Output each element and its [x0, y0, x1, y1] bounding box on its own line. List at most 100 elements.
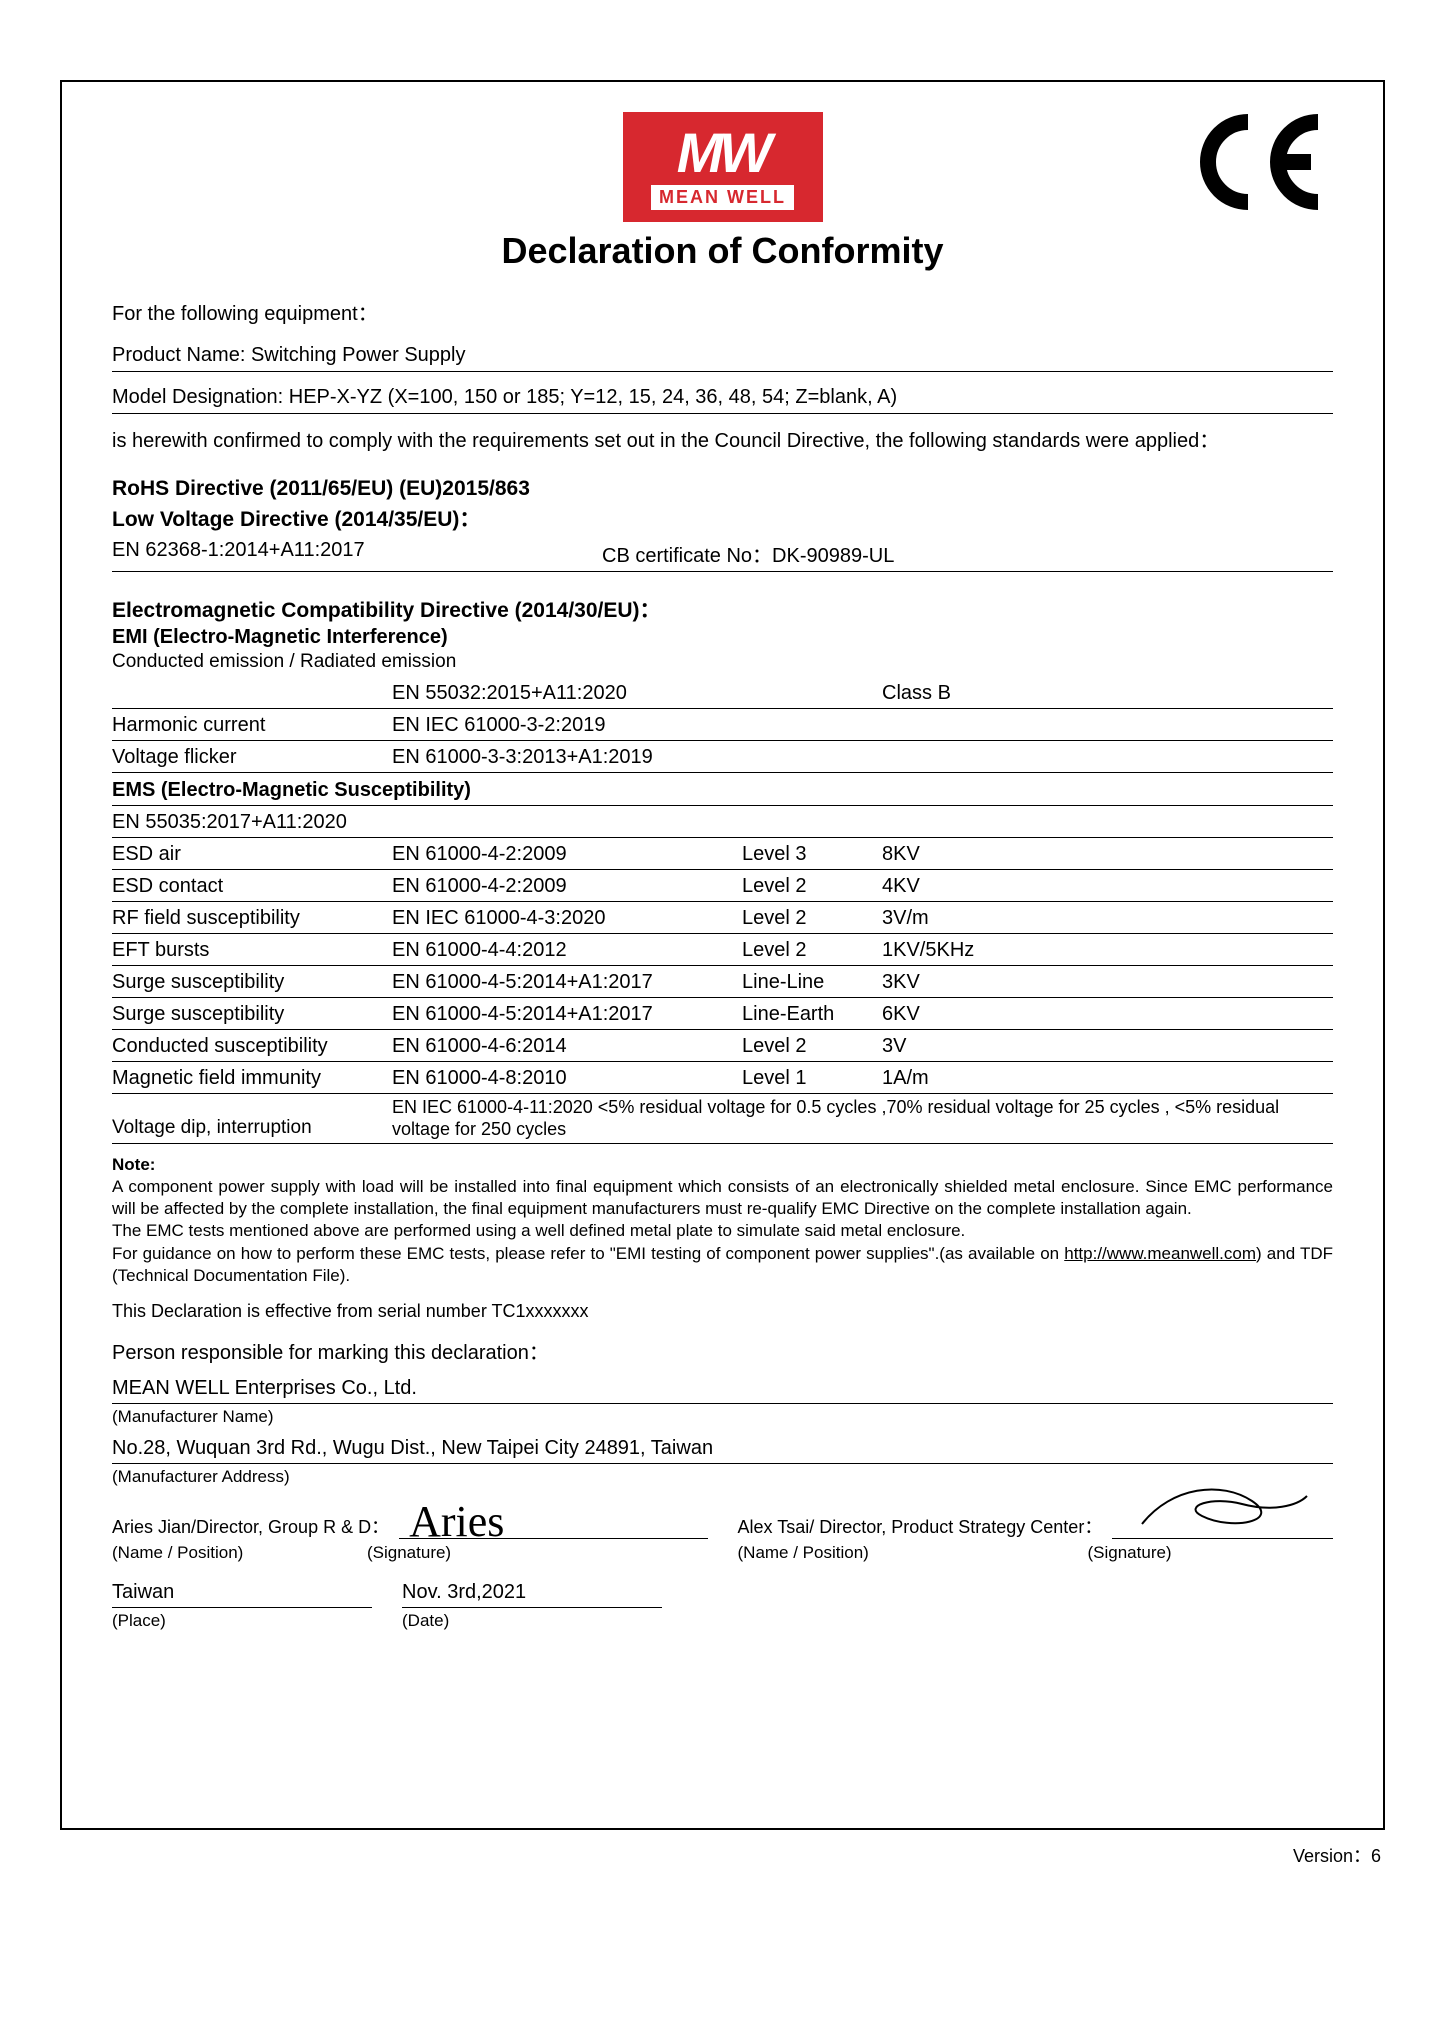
place-col: Taiwan (Place) [112, 1581, 372, 1631]
cell: Level 2 [742, 939, 882, 962]
cell: Line-Line [742, 971, 882, 994]
cb-certificate: CB certificate No：DK-90989-UL [602, 539, 1333, 568]
emi-row: Harmonic current EN IEC 61000-3-2:2019 [112, 709, 1333, 741]
sig1-labels: (Name / Position) (Signature) [112, 1543, 708, 1563]
ce-mark-icon [1193, 112, 1333, 223]
ems-row: Magnetic field immunity EN 61000-4-8:201… [112, 1062, 1333, 1094]
cell: RF field susceptibility [112, 907, 392, 930]
ems-row: Conducted susceptibility EN 61000-4-6:20… [112, 1030, 1333, 1062]
version-text: Version：6 [60, 1842, 1385, 1868]
cell: EN 61000-4-5:2014+A1:2017 [392, 971, 742, 994]
voltage-dip-label: Voltage dip, interruption [112, 1097, 392, 1140]
place-date-row: Taiwan (Place) Nov. 3rd,2021 (Date) [112, 1581, 1333, 1631]
meanwell-link[interactable]: http://www.meanwell.com [1064, 1244, 1256, 1263]
sig1-name-position: Aries Jian/Director, Group R & D： [112, 1513, 389, 1539]
model-designation-row: Model Designation: HEP-X-YZ (X=100, 150 … [112, 386, 1333, 414]
product-name-row: Product Name: Switching Power Supply [112, 344, 1333, 372]
cell: Harmonic current [112, 714, 392, 737]
cell: 3V [882, 1035, 1333, 1058]
cell: EN IEC 61000-3-2:2019 [392, 714, 742, 737]
logo-brand-text: MEAN WELL [651, 185, 794, 210]
cell: ESD contact [112, 875, 392, 898]
ems-header: EMS (Electro-Magnetic Susceptibility) [112, 773, 1333, 806]
cell: EN 61000-4-2:2009 [392, 843, 742, 866]
signature-col-2: Alex Tsai/ Director, Product Strategy Ce… [738, 1497, 1334, 1563]
ems-table: ESD air EN 61000-4-2:2009 Level 3 8KV ES… [112, 838, 1333, 1094]
manufacturer-address: No.28, Wuquan 3rd Rd., Wugu Dist., New T… [112, 1427, 1333, 1464]
sig2-row: Alex Tsai/ Director, Product Strategy Ce… [738, 1497, 1334, 1539]
cell: 1A/m [882, 1067, 1333, 1090]
note-p2: The EMC tests mentioned above are perfor… [112, 1221, 965, 1240]
cell: Level 2 [742, 1035, 882, 1058]
cell: EN IEC 61000-4-3:2020 [392, 907, 742, 930]
cell: EN 61000-4-2:2009 [392, 875, 742, 898]
sig2-signature-icon [1132, 1476, 1312, 1536]
signature-col-1: Aries Jian/Director, Group R & D： Aries … [112, 1497, 708, 1563]
header-row: MW MEAN WELL [112, 112, 1333, 222]
manufacturer-name-label: (Manufacturer Name) [112, 1407, 1333, 1427]
date-value: Nov. 3rd,2021 [402, 1581, 662, 1608]
compliance-statement: is herewith confirmed to comply with the… [112, 428, 1333, 455]
cell: EN 61000-4-6:2014 [392, 1035, 742, 1058]
document-title: Declaration of Conformity [112, 230, 1333, 272]
voltage-dip-row: Voltage dip, interruption EN IEC 61000-4… [112, 1094, 1333, 1144]
note-p3a: For guidance on how to perform these EMC… [112, 1244, 1064, 1263]
emc-directive: Electromagnetic Compatibility Directive … [112, 594, 1333, 624]
sig1-sig-label: (Signature) [367, 1543, 708, 1563]
document-border: MW MEAN WELL Declaration of Conformity F… [60, 80, 1385, 1830]
cell: 1KV/5KHz [882, 939, 1333, 962]
cell: EN 55032:2015+A11:2020 [392, 682, 742, 705]
rohs-directive: RoHS Directive (2011/65/EU) (EU)2015/863 [112, 477, 1333, 501]
cell: EN 61000-4-8:2010 [392, 1067, 742, 1090]
cell: EN 61000-4-4:2012 [392, 939, 742, 962]
lvd-standard-row: EN 62368-1:2014+A11:2017 CB certificate … [112, 539, 1333, 572]
cell: 6KV [882, 1003, 1333, 1026]
cell: Level 2 [742, 875, 882, 898]
cell: Class B [882, 682, 1333, 705]
signature-section: Aries Jian/Director, Group R & D： Aries … [112, 1497, 1333, 1563]
note-label: Note: [112, 1155, 155, 1174]
cell: Level 1 [742, 1067, 882, 1090]
cell: Conducted susceptibility [112, 1035, 392, 1058]
ems-row: EFT bursts EN 61000-4-4:2012 Level 2 1KV… [112, 934, 1333, 966]
meanwell-logo: MW MEAN WELL [623, 112, 823, 222]
cell: Surge susceptibility [112, 971, 392, 994]
cell: Level 3 [742, 843, 882, 866]
person-responsible: Person responsible for marking this decl… [112, 1336, 1333, 1365]
cell: EN 55035:2017+A11:2020 [112, 811, 1333, 834]
logo-mw-text: MW [677, 125, 769, 181]
sig2-np-label: (Name / Position) [738, 1543, 1078, 1563]
manufacturer-name: MEAN WELL Enterprises Co., Ltd. [112, 1377, 1333, 1404]
note-p1: A component power supply with load will … [112, 1177, 1333, 1218]
lvd-standard: EN 62368-1:2014+A11:2017 [112, 539, 602, 568]
sig2-sig-label: (Signature) [1088, 1543, 1334, 1563]
sig2-name-position: Alex Tsai/ Director, Product Strategy Ce… [738, 1513, 1103, 1539]
sig2-labels: (Name / Position) (Signature) [738, 1543, 1334, 1563]
sig1-row: Aries Jian/Director, Group R & D： Aries [112, 1497, 708, 1539]
cell: Voltage flicker [112, 746, 392, 769]
sig1-signature-script: Aries [409, 1500, 504, 1544]
emi-subheader: Conducted emission / Radiated emission [112, 651, 1333, 673]
cell: 4KV [882, 875, 1333, 898]
cell: 8KV [882, 843, 1333, 866]
cell: 3V/m [882, 907, 1333, 930]
cell: EN 61000-4-5:2014+A1:2017 [392, 1003, 742, 1026]
emi-header: EMI (Electro-Magnetic Interference) [112, 626, 1333, 649]
effective-text: This Declaration is effective from seria… [112, 1301, 1333, 1322]
place-label: (Place) [112, 1611, 372, 1631]
cell: 3KV [882, 971, 1333, 994]
ems-row: ESD contact EN 61000-4-2:2009 Level 2 4K… [112, 870, 1333, 902]
cell: Surge susceptibility [112, 1003, 392, 1026]
emi-row: Voltage flicker EN 61000-3-3:2013+A1:201… [112, 741, 1333, 773]
place-value: Taiwan [112, 1581, 372, 1608]
cell: Magnetic field immunity [112, 1067, 392, 1090]
sig2-signature-box [1112, 1497, 1333, 1539]
sig1-np-label: (Name / Position) [112, 1543, 357, 1563]
ems-row: Surge susceptibility EN 61000-4-5:2014+A… [112, 966, 1333, 998]
ems-single-row: EN 55035:2017+A11:2020 [112, 806, 1333, 838]
cell: Level 2 [742, 907, 882, 930]
cell: EFT bursts [112, 939, 392, 962]
cell: ESD air [112, 843, 392, 866]
sig1-signature-box: Aries [399, 1497, 707, 1539]
ems-row: ESD air EN 61000-4-2:2009 Level 3 8KV [112, 838, 1333, 870]
